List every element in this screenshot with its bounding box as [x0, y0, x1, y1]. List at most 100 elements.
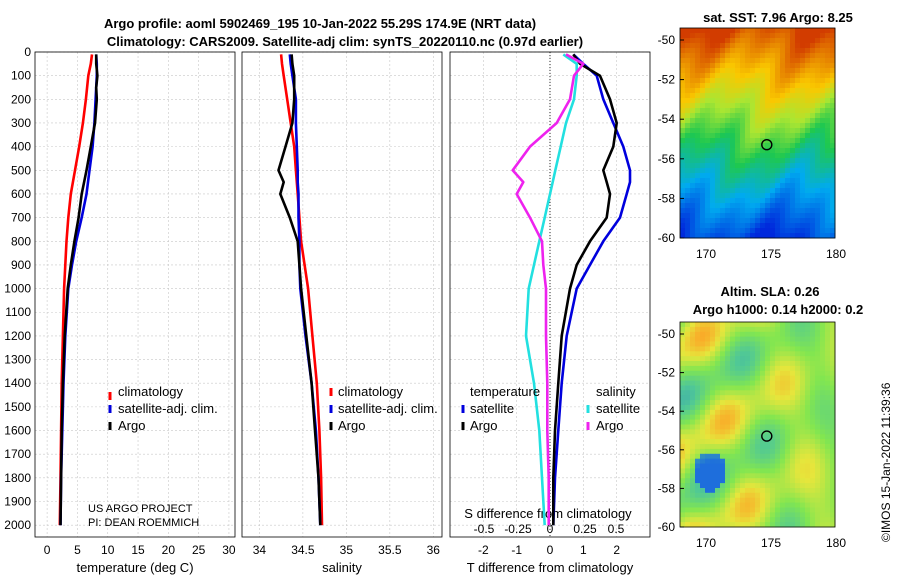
map-cell	[690, 163, 696, 169]
map-cell	[720, 517, 726, 523]
map-cell	[690, 198, 696, 204]
map-cell	[750, 108, 756, 114]
depth-tick-label: 400	[11, 140, 31, 154]
map-cell	[770, 395, 776, 401]
map-cell	[810, 38, 816, 44]
map-cell	[825, 444, 831, 450]
map-cell	[815, 429, 821, 435]
map-cell	[710, 336, 716, 342]
map-cell	[765, 361, 771, 367]
map-cell	[710, 488, 716, 494]
map-cell	[695, 385, 701, 391]
map-cell	[720, 346, 726, 352]
map-cell	[700, 228, 706, 234]
map-cell	[735, 326, 741, 333]
map-y-tick-label: -56	[658, 443, 676, 457]
map-cell	[755, 28, 761, 34]
map-cell	[740, 118, 746, 124]
map-cell	[740, 58, 746, 64]
map-cell	[795, 228, 801, 234]
map-cell	[820, 53, 826, 59]
map-cell	[805, 365, 811, 372]
map-cell	[775, 148, 781, 154]
map-cell	[680, 361, 686, 367]
map-cell	[795, 322, 801, 328]
map-cell	[730, 424, 736, 430]
map-cell	[690, 507, 696, 513]
map-cell	[770, 183, 776, 189]
map-cell	[785, 88, 791, 94]
map-cell	[740, 375, 746, 381]
map-cell	[815, 512, 821, 518]
map-cell	[755, 370, 761, 377]
map-cell	[725, 336, 731, 342]
map-cell	[760, 138, 766, 144]
map-cell	[795, 78, 801, 84]
map-cell	[775, 38, 781, 44]
map-cell	[730, 434, 736, 440]
map-cell	[830, 223, 836, 229]
map-cell	[745, 463, 751, 469]
map-cell	[740, 183, 746, 189]
map-cell	[690, 429, 696, 435]
map-cell	[745, 405, 751, 411]
x-axis-label: T difference from climatology	[467, 560, 634, 575]
map-cell	[805, 43, 811, 49]
map-cell	[735, 488, 741, 494]
map-cell	[680, 213, 686, 219]
map-cell	[710, 419, 716, 425]
map-cell	[685, 193, 691, 199]
map-cell	[770, 444, 776, 450]
map-cell	[750, 395, 756, 401]
map-cell	[695, 38, 701, 44]
map-cell	[770, 198, 776, 204]
map-cell	[800, 98, 806, 104]
map-cell	[710, 409, 716, 416]
map-cell	[765, 138, 771, 144]
map-cell	[690, 193, 696, 199]
map-cell	[745, 88, 751, 94]
map-cell	[725, 168, 731, 174]
map-cell	[705, 198, 711, 204]
map-cell	[805, 385, 811, 391]
map-cell	[685, 163, 691, 169]
map-cell	[780, 424, 786, 430]
depth-tick-label: 100	[11, 69, 31, 83]
map-cell	[820, 148, 826, 154]
map-cell	[800, 53, 806, 59]
map-cell	[720, 208, 726, 214]
map-cell	[825, 409, 831, 416]
map-cell	[740, 439, 746, 445]
map-cell	[750, 351, 756, 357]
map-cell	[740, 336, 746, 342]
map-cell	[745, 448, 751, 455]
map-cell	[750, 473, 756, 479]
map-cell	[715, 375, 721, 381]
map-cell	[815, 183, 821, 189]
map-cell	[745, 429, 751, 435]
map-cell	[815, 380, 821, 386]
map-cell	[710, 473, 716, 479]
map-cell	[695, 208, 701, 214]
map-cell	[755, 507, 761, 513]
map-cell	[775, 375, 781, 381]
map-cell	[690, 28, 696, 34]
map-cell	[730, 153, 736, 159]
map-cell	[765, 203, 771, 209]
map-cell	[800, 118, 806, 124]
map-cell	[780, 63, 786, 69]
map-cell	[715, 341, 721, 347]
map-cell	[770, 361, 776, 367]
map-cell	[680, 88, 686, 94]
map-cell	[745, 346, 751, 352]
map-cell	[695, 113, 701, 119]
depth-tick-label: 1500	[4, 400, 31, 414]
map-cell	[750, 153, 756, 159]
map-cell	[815, 198, 821, 204]
map-cell	[790, 133, 796, 139]
map-cell	[765, 492, 771, 499]
map-cell	[785, 517, 791, 523]
map-cell	[710, 103, 716, 109]
map-cell	[810, 83, 816, 89]
map-cell	[730, 123, 736, 129]
